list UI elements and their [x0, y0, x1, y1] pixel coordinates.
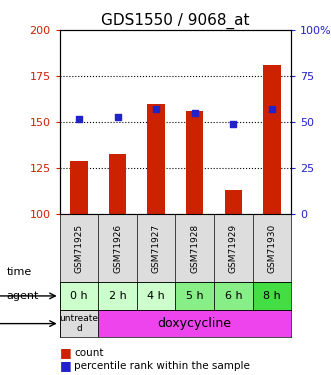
- Text: GSM71927: GSM71927: [152, 224, 161, 273]
- FancyBboxPatch shape: [60, 282, 98, 310]
- Text: count: count: [74, 348, 104, 357]
- Point: [269, 106, 275, 112]
- Bar: [263, 65, 281, 214]
- Text: 8 h: 8 h: [263, 291, 281, 301]
- Bar: [70, 161, 88, 214]
- FancyBboxPatch shape: [253, 282, 291, 310]
- Text: 4 h: 4 h: [147, 291, 165, 301]
- Point: [115, 114, 120, 120]
- FancyBboxPatch shape: [175, 282, 214, 310]
- Title: GDS1550 / 9068_at: GDS1550 / 9068_at: [101, 12, 250, 28]
- Text: agent: agent: [7, 291, 39, 301]
- Text: ■: ■: [60, 359, 71, 372]
- Bar: [109, 154, 126, 214]
- FancyBboxPatch shape: [98, 310, 291, 338]
- Bar: [225, 190, 242, 214]
- Text: 2 h: 2 h: [109, 291, 126, 301]
- Text: 5 h: 5 h: [186, 291, 204, 301]
- Text: GSM71925: GSM71925: [74, 224, 83, 273]
- Point: [154, 106, 159, 112]
- Text: GSM71929: GSM71929: [229, 224, 238, 273]
- FancyBboxPatch shape: [137, 282, 175, 310]
- Point: [192, 110, 197, 116]
- Text: untreate
d: untreate d: [59, 314, 98, 333]
- Point: [76, 116, 81, 122]
- Text: GSM71930: GSM71930: [267, 224, 276, 273]
- Text: ■: ■: [60, 346, 71, 359]
- Bar: [147, 104, 165, 214]
- Point: [231, 121, 236, 127]
- FancyBboxPatch shape: [214, 282, 253, 310]
- Text: doxycycline: doxycycline: [158, 317, 232, 330]
- FancyBboxPatch shape: [98, 282, 137, 310]
- Bar: [186, 111, 204, 214]
- Text: percentile rank within the sample: percentile rank within the sample: [74, 361, 250, 370]
- FancyBboxPatch shape: [60, 310, 98, 338]
- Text: 6 h: 6 h: [224, 291, 242, 301]
- Text: GSM71928: GSM71928: [190, 224, 199, 273]
- Text: time: time: [7, 267, 32, 277]
- Text: GSM71926: GSM71926: [113, 224, 122, 273]
- Text: 0 h: 0 h: [70, 291, 88, 301]
